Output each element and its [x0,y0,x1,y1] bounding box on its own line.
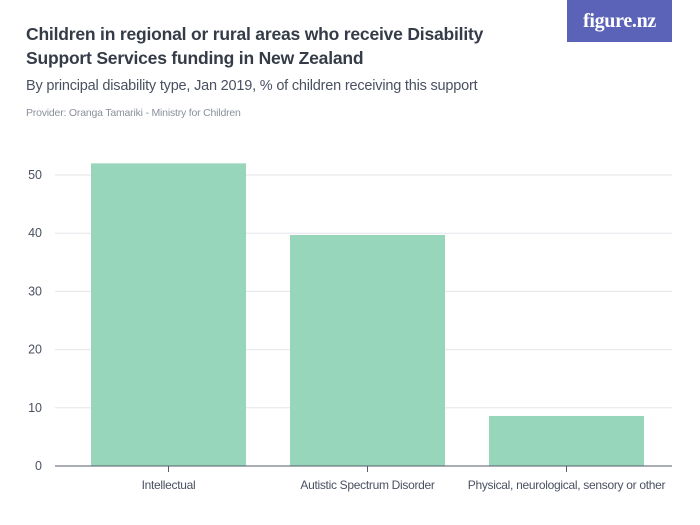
x-tick-label: Intellectual [142,478,196,492]
x-tick-label: Autistic Spectrum Disorder [300,478,435,492]
y-tick-label: 10 [28,401,42,415]
provider-note: Provider: Oranga Tamariki - Ministry for… [26,107,241,119]
chart-subtitle: By principal disability type, Jan 2019, … [26,78,478,94]
bar [290,234,445,466]
bar [489,415,644,466]
y-tick-label: 0 [35,459,42,473]
x-tick-label: Physical, neurological, sensory or other [468,478,666,492]
y-tick-label: 30 [28,284,42,298]
y-tick-label: 50 [28,168,42,182]
logo-text: figure.nz [582,9,657,32]
bar [91,163,246,467]
y-tick-label: 20 [28,343,42,357]
y-tick-label: 40 [28,226,42,240]
chart-title: Children in regional or rural areas who … [26,24,484,68]
figure-nz-logo[interactable]: figure.nz [567,0,672,42]
